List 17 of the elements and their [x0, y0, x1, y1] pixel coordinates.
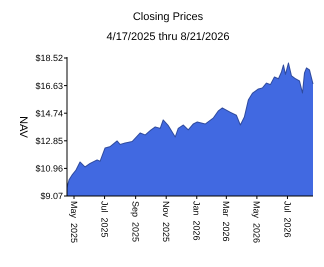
x-tick-label: Sep 2025 [130, 201, 140, 242]
y-tick-label: $9.07 [40, 191, 63, 202]
y-tick-label: $18.52 [35, 53, 63, 64]
x-tick-label: Jul 2025 [99, 201, 110, 238]
y-axis-title: NAV [17, 116, 29, 139]
x-tick-label: Jul 2026 [282, 201, 292, 238]
y-tick-label: $12.85 [35, 136, 63, 146]
y-tick-label: $14.74 [35, 108, 63, 118]
chart-title: Closing Prices [132, 11, 204, 23]
y-tick-label: $10.96 [35, 164, 63, 174]
x-tick-label: Nov 2025 [161, 201, 172, 242]
x-tick-label: May 2026 [252, 201, 262, 244]
x-tick-label: Jan 2026 [192, 201, 202, 241]
y-tick-label: $16.63 [35, 80, 63, 91]
x-tick-label: Mar 2026 [221, 201, 232, 242]
chart-subtitle: 4/17/2025 thru 8/21/2026 [106, 31, 230, 43]
x-tick-label: May 2025 [68, 201, 79, 244]
